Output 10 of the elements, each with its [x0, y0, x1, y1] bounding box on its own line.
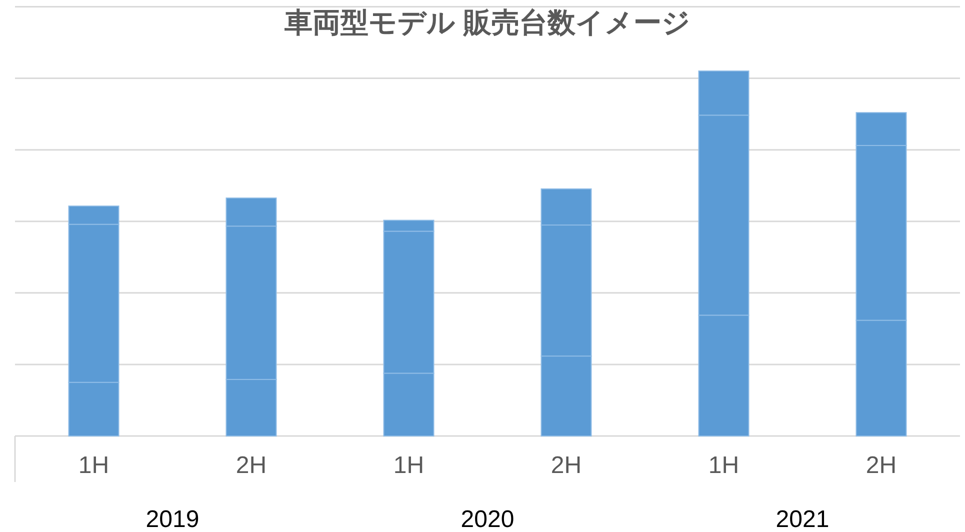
chart-title: 車両型モデル 販売台数イメージ — [284, 7, 690, 38]
x-tick-label: 1H — [393, 452, 424, 479]
x-tick-label: 2H — [550, 452, 582, 479]
text: 2020 — [460, 506, 514, 532]
text: 2021 — [776, 506, 830, 532]
text: 2019 — [146, 506, 200, 532]
x-tick-label: 2H — [236, 452, 267, 479]
x-tick-label: 1H — [78, 452, 110, 479]
x-tick-label: 2H — [866, 452, 897, 479]
x-tick-label: 1H — [708, 452, 740, 479]
